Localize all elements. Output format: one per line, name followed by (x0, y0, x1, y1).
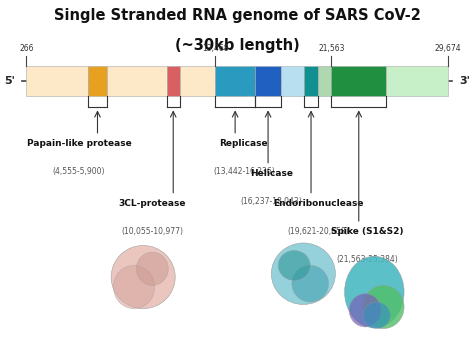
Text: Papain-like protease: Papain-like protease (27, 139, 131, 148)
FancyBboxPatch shape (215, 66, 255, 96)
Ellipse shape (137, 252, 168, 285)
Ellipse shape (113, 265, 155, 309)
Text: 3': 3' (459, 76, 470, 86)
Ellipse shape (271, 243, 336, 305)
FancyBboxPatch shape (386, 66, 447, 96)
Ellipse shape (111, 245, 175, 309)
Text: (4,555-5,900): (4,555-5,900) (53, 167, 105, 176)
Text: (~30kb length): (~30kb length) (174, 38, 300, 53)
Ellipse shape (363, 285, 404, 329)
FancyBboxPatch shape (319, 66, 331, 96)
Text: (19,621-20,658): (19,621-20,658) (288, 227, 349, 236)
Ellipse shape (345, 256, 404, 328)
Ellipse shape (292, 265, 328, 302)
FancyBboxPatch shape (304, 66, 319, 96)
Text: (10,055-10,977): (10,055-10,977) (121, 227, 183, 236)
Text: 266: 266 (19, 44, 34, 53)
FancyBboxPatch shape (180, 66, 215, 96)
Text: Helicase: Helicase (250, 169, 293, 178)
FancyBboxPatch shape (255, 66, 281, 96)
Text: Endoribonuclease: Endoribonuclease (273, 199, 364, 208)
Text: (21,563-25,384): (21,563-25,384) (337, 256, 398, 264)
FancyBboxPatch shape (88, 66, 107, 96)
Ellipse shape (349, 294, 381, 327)
FancyBboxPatch shape (331, 66, 386, 96)
Text: 21,563: 21,563 (318, 44, 345, 53)
FancyBboxPatch shape (107, 66, 167, 96)
Text: 13,468: 13,468 (202, 44, 229, 53)
FancyBboxPatch shape (281, 66, 304, 96)
Ellipse shape (278, 250, 310, 280)
Text: 5': 5' (4, 76, 15, 86)
Text: Single Stranded RNA genome of SARS CoV-2: Single Stranded RNA genome of SARS CoV-2 (54, 8, 420, 23)
Ellipse shape (363, 302, 390, 329)
Text: (16,237-18,043): (16,237-18,043) (240, 197, 302, 206)
Text: Replicase: Replicase (219, 139, 268, 148)
Text: 3CL-protease: 3CL-protease (118, 199, 186, 208)
FancyBboxPatch shape (27, 66, 88, 96)
Text: Spike (S1&S2): Spike (S1&S2) (331, 227, 404, 236)
Text: 29,674: 29,674 (434, 44, 461, 53)
Text: (13,442-16,236): (13,442-16,236) (213, 167, 275, 176)
FancyBboxPatch shape (167, 66, 180, 96)
